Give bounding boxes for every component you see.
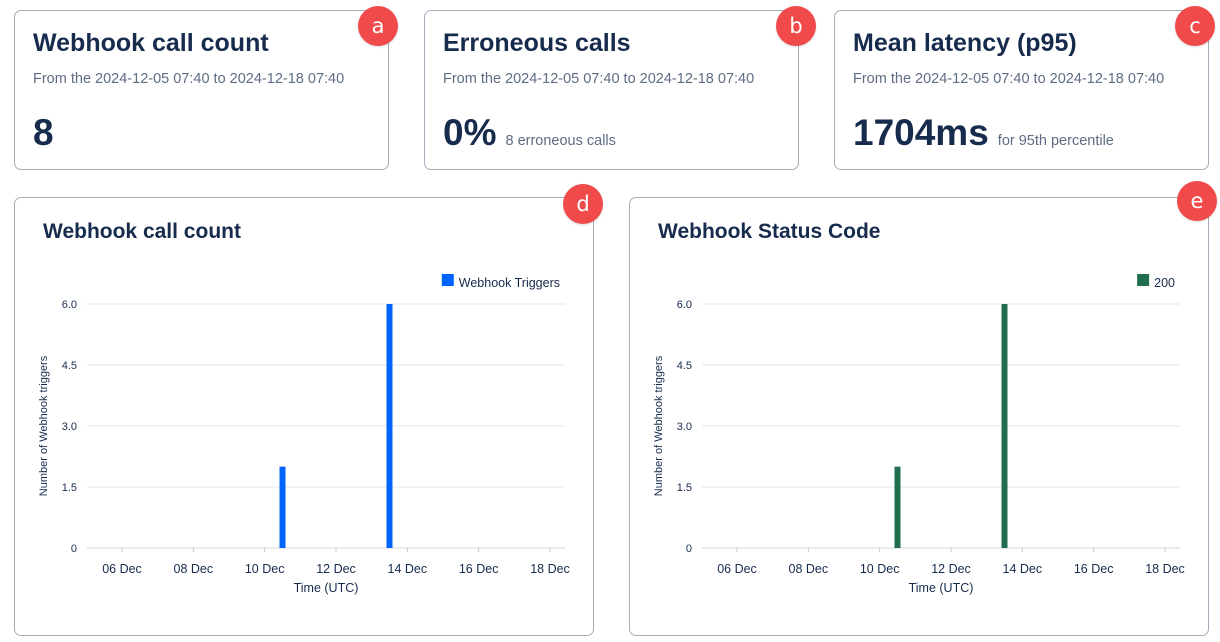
x-tick-label: 16 Dec	[459, 562, 499, 576]
bar	[894, 466, 901, 548]
bar	[386, 304, 393, 548]
x-tick-label: 18 Dec	[530, 562, 570, 576]
x-tick-label: 12 Dec	[931, 562, 971, 576]
y-tick-label: 4.5	[677, 360, 692, 372]
chart-title: Webhook Status Code	[658, 220, 881, 243]
x-tick-label: 18 Dec	[1145, 562, 1185, 576]
stat-title: Webhook call count	[33, 29, 269, 57]
call-count-chart: 0 1.5 3.0 4.5 6.0 06 Dec 08 Dec 10 Dec 12 Dec 14 …	[38, 274, 570, 595]
x-axis-label: Time (UTC)	[909, 581, 974, 595]
y-tick-label: 6.0	[677, 299, 692, 311]
y-tick-label: 1.5	[62, 482, 77, 494]
y-tick-label: 4.5	[62, 360, 77, 372]
badge-b: b	[776, 6, 816, 46]
stat-value: 8	[33, 112, 54, 153]
y-tick-label: 6.0	[62, 299, 77, 311]
legend-label: 200	[1154, 276, 1175, 290]
stat-value: 0%	[443, 112, 497, 153]
x-tick-label: 14 Dec	[1003, 562, 1043, 576]
chart-card-call-count: Webhook call count 0 1.5 3.0 4.5 6.0 06 Dec 08…	[14, 197, 594, 636]
badge-a: a	[358, 6, 398, 46]
stat-value-row: 8	[33, 112, 54, 154]
stat-card-call-count: Webhook call count From the 2024-12-05 0…	[14, 10, 389, 170]
stat-date-range: From the 2024-12-05 07:40 to 2024-12-18 …	[33, 71, 345, 87]
legend-label: Webhook Triggers	[459, 276, 560, 290]
badge-e: e	[1177, 181, 1217, 221]
y-tick-label: 0	[686, 543, 692, 555]
stat-date-range: From the 2024-12-05 07:40 to 2024-12-18 …	[853, 71, 1165, 87]
stat-card-mean-latency: Mean latency (p95) From the 2024-12-05 0…	[834, 10, 1209, 170]
stat-caption: for 95th percentile	[997, 133, 1114, 149]
y-tick-label: 1.5	[677, 482, 692, 494]
bar	[279, 466, 286, 548]
stat-value-row: 0% 8 erroneous calls	[443, 112, 616, 154]
stat-title: Erroneous calls	[443, 29, 631, 57]
stat-caption: 8 erroneous calls	[505, 133, 616, 149]
legend-swatch	[1137, 274, 1150, 286]
x-tick-label: 06 Dec	[102, 562, 142, 576]
stat-date-range: From the 2024-12-05 07:40 to 2024-12-18 …	[443, 71, 755, 87]
stat-value-row: 1704ms for 95th percentile	[853, 112, 1114, 154]
x-tick-label: 10 Dec	[860, 562, 900, 576]
stat-value: 1704ms	[853, 112, 989, 153]
badge-d: d	[563, 184, 603, 224]
chart-title: Webhook call count	[43, 220, 241, 243]
x-tick-label: 06 Dec	[717, 562, 757, 576]
y-tick-label: 3.0	[677, 421, 692, 433]
x-tick-label: 08 Dec	[789, 562, 829, 576]
stat-title: Mean latency (p95)	[853, 29, 1077, 57]
x-tick-label: 08 Dec	[174, 562, 214, 576]
legend: Webhook Triggers	[441, 274, 560, 290]
x-tick-label: 10 Dec	[245, 562, 285, 576]
x-tick-label: 12 Dec	[316, 562, 356, 576]
x-tick-label: 16 Dec	[1074, 562, 1114, 576]
legend: 200	[1137, 274, 1175, 290]
y-tick-label: 0	[71, 543, 77, 555]
bar	[1001, 304, 1008, 548]
y-axis-label: Number of Webhook triggers	[653, 355, 665, 496]
x-tick-label: 14 Dec	[388, 562, 428, 576]
badge-c: c	[1175, 6, 1215, 46]
legend-swatch	[441, 274, 454, 286]
x-axis-label: Time (UTC)	[294, 581, 359, 595]
y-tick-label: 3.0	[62, 421, 77, 433]
status-code-chart: 0 1.5 3.0 4.5 6.0 06 Dec 08 Dec 10 Dec 12 Dec 14 …	[653, 274, 1185, 595]
chart-card-status-code: Webhook Status Code 0 1.5 3.0 4.5 6.0 06 Dec 0…	[629, 197, 1209, 636]
y-axis-label: Number of Webhook triggers	[38, 355, 50, 496]
stat-card-erroneous-calls: Erroneous calls From the 2024-12-05 07:4…	[424, 10, 799, 170]
